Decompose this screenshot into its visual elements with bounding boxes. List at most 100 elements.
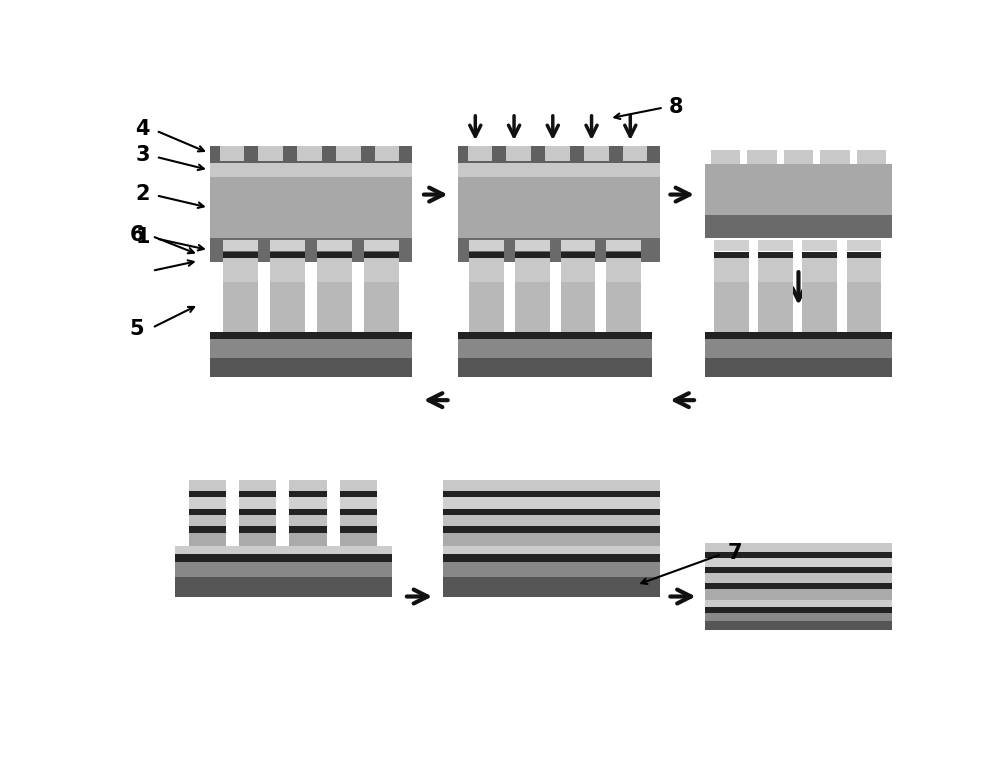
Bar (270, 282, 305, 333)
Bar (456, 526, 493, 532)
Bar (802, 282, 837, 333)
Text: 3: 3 (135, 145, 150, 165)
Bar (468, 146, 492, 161)
Bar (714, 259, 749, 282)
Bar (456, 491, 493, 497)
Bar (456, 515, 493, 526)
Text: 7: 7 (728, 543, 742, 563)
Bar (506, 526, 544, 532)
Bar (557, 497, 594, 508)
Bar (705, 358, 892, 377)
Bar (297, 146, 322, 161)
Bar (802, 259, 837, 282)
Bar (364, 259, 399, 282)
Bar (469, 282, 504, 333)
Bar (239, 480, 276, 491)
Bar (210, 339, 412, 358)
Bar (175, 554, 392, 562)
Bar (458, 238, 660, 262)
Bar (456, 480, 493, 491)
Bar (239, 497, 276, 508)
Bar (584, 146, 609, 161)
Bar (606, 240, 641, 251)
Bar (189, 532, 226, 547)
Bar (557, 508, 594, 515)
Bar (443, 562, 660, 578)
Bar (220, 146, 244, 161)
Bar (443, 526, 660, 532)
Bar (239, 515, 276, 526)
Bar (458, 146, 660, 163)
Bar (223, 282, 258, 333)
Bar (364, 282, 399, 333)
Bar (443, 480, 660, 491)
Bar (289, 480, 326, 491)
Bar (270, 240, 305, 251)
Bar (364, 240, 399, 251)
Bar (705, 552, 892, 558)
Bar (607, 480, 644, 491)
Bar (506, 480, 544, 491)
Bar (857, 150, 886, 164)
Bar (705, 333, 892, 339)
Bar (515, 252, 550, 259)
Bar (175, 562, 392, 578)
Bar (506, 497, 544, 508)
Bar (714, 282, 749, 333)
Bar (456, 497, 493, 508)
Bar (747, 150, 777, 164)
Bar (458, 333, 652, 339)
Bar (607, 515, 644, 526)
Bar (758, 282, 793, 333)
Bar (847, 240, 881, 251)
Bar (758, 240, 793, 251)
Bar (443, 508, 660, 515)
Bar (557, 532, 594, 547)
Bar (210, 146, 412, 163)
Bar (456, 508, 493, 515)
Bar (705, 543, 892, 552)
Bar (375, 146, 399, 161)
Bar (210, 358, 412, 377)
Bar (506, 146, 531, 161)
Bar (210, 177, 412, 238)
Bar (456, 532, 493, 547)
Bar (561, 282, 595, 333)
Bar (561, 240, 595, 251)
Bar (189, 480, 226, 491)
Bar (557, 526, 594, 532)
Bar (175, 547, 392, 554)
Bar (820, 150, 850, 164)
Bar (289, 497, 326, 508)
Bar (336, 146, 361, 161)
Bar (515, 240, 550, 251)
Bar (705, 558, 892, 568)
Bar (606, 252, 641, 259)
Bar (623, 146, 647, 161)
Bar (557, 480, 594, 491)
Bar (515, 259, 550, 282)
Bar (847, 282, 881, 333)
Bar (210, 333, 412, 339)
Bar (705, 589, 892, 600)
Bar (223, 252, 258, 259)
Bar (189, 508, 226, 515)
Bar (210, 238, 412, 262)
Bar (469, 252, 504, 259)
Bar (506, 508, 544, 515)
Bar (705, 339, 892, 358)
Bar (557, 491, 594, 497)
Bar (270, 252, 305, 259)
Bar (705, 600, 892, 607)
Bar (705, 164, 892, 215)
Bar (561, 259, 595, 282)
Bar (317, 252, 352, 259)
Bar (607, 526, 644, 532)
Bar (289, 526, 326, 532)
Bar (223, 259, 258, 282)
Bar (289, 532, 326, 547)
Bar (443, 532, 660, 547)
Bar (223, 240, 258, 251)
Bar (289, 491, 326, 497)
Bar (506, 515, 544, 526)
